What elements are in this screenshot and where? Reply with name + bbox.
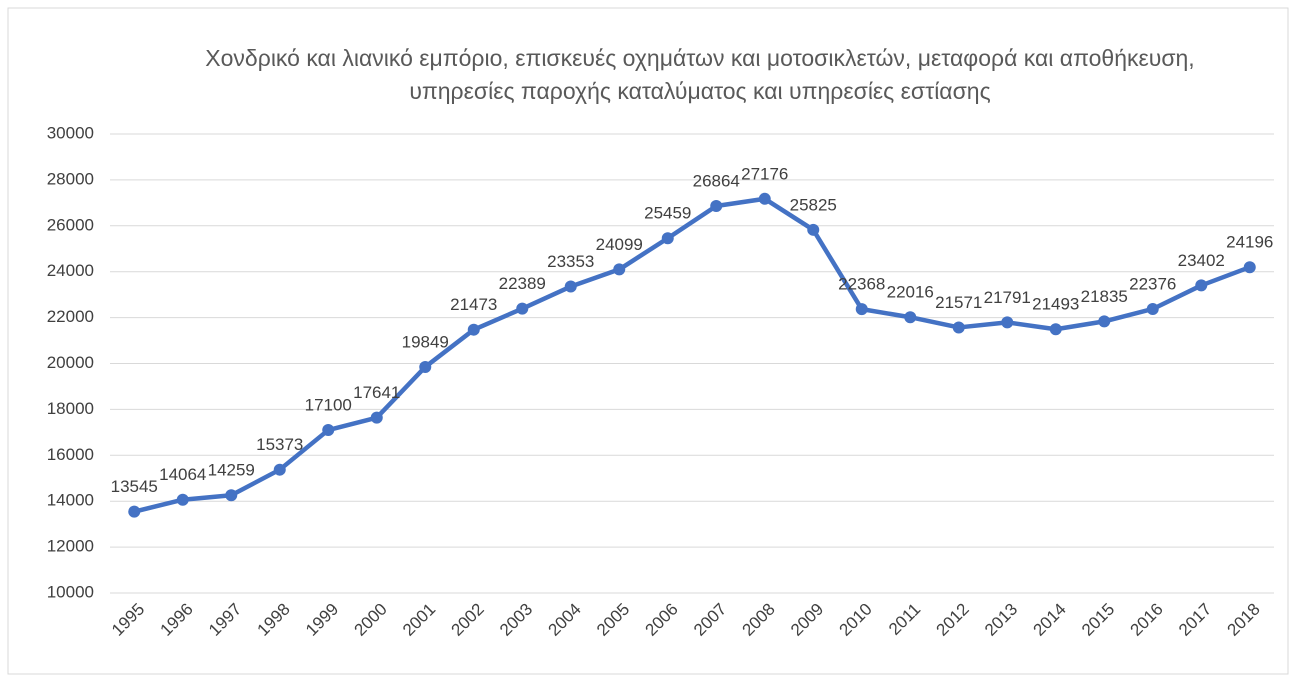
x-tick-label: 2013 [981,600,1021,640]
marker [128,505,141,518]
marker [322,424,335,437]
marker [1049,323,1062,336]
data-label: 13545 [111,477,158,496]
x-tick-label: 2006 [642,600,682,640]
marker [273,463,286,476]
marker [225,489,238,502]
x-tick-label: 1999 [302,600,342,640]
x-tick-label: 2003 [496,600,536,640]
data-label: 23353 [547,252,594,271]
x-tick-label: 2014 [1030,600,1070,640]
x-tick-label: 1997 [205,600,245,640]
data-label: 22376 [1129,274,1176,293]
x-tick-label: 2004 [545,600,585,640]
y-tick-label: 28000 [47,169,94,188]
data-label: 21791 [984,288,1031,307]
x-tick-label: 2011 [885,600,924,639]
data-label: 22368 [838,275,885,294]
data-label: 22016 [887,283,934,302]
x-tick-label: 2015 [1078,600,1118,640]
y-tick-label: 26000 [47,215,94,234]
data-label: 25825 [790,195,837,214]
x-tick-label: 2010 [836,600,876,640]
data-label: 26864 [693,171,740,190]
data-label: 17641 [353,383,400,402]
chart-title: Χονδρικό και λιανικό εμπόριο, επισκευές … [205,45,1195,104]
marker [1098,315,1111,328]
data-label: 21473 [450,295,497,314]
x-tick-label: 2017 [1175,600,1215,640]
marker [904,311,917,324]
x-tick-label: 2002 [448,600,488,640]
data-label: 14259 [208,461,255,480]
marker [1146,302,1159,315]
y-tick-label: 30000 [47,123,94,142]
marker [1195,279,1208,292]
x-tick-label: 2008 [739,600,779,640]
marker [467,323,480,336]
marker [855,303,868,316]
data-label: 23402 [1178,251,1225,270]
y-tick-label: 24000 [47,261,94,280]
marker [1001,316,1014,329]
y-tick-label: 12000 [47,537,94,556]
y-tick-label: 20000 [47,353,94,372]
data-label: 25459 [644,204,691,223]
x-tick-label: 2018 [1224,600,1264,640]
marker [564,280,577,293]
data-label: 17100 [305,396,352,415]
marker [419,360,432,373]
data-label: 14064 [159,465,206,484]
marker [516,302,529,315]
marker [758,192,771,205]
data-label: 21493 [1032,295,1079,314]
marker [710,199,723,212]
data-label: 24196 [1226,233,1273,252]
y-tick-label: 18000 [47,399,94,418]
y-tick-label: 14000 [47,491,94,510]
series-line [133,196,1251,514]
x-tick-label: 2012 [933,600,973,640]
marker [176,493,189,506]
x-tick-label: 2009 [787,600,827,640]
data-label: 22389 [499,274,546,293]
x-tick-label: 2007 [690,600,730,640]
x-tick-label: 1998 [254,600,294,640]
x-tick-label: 2000 [351,600,391,640]
data-label: 21571 [935,293,982,312]
marker [370,411,383,424]
marker [661,232,674,245]
x-tick-label: 2001 [399,600,439,640]
data-label: 24099 [596,235,643,254]
data-label: 19849 [402,332,449,351]
data-label: 21835 [1081,287,1128,306]
y-tick-label: 16000 [47,445,94,464]
x-tick-label: 1995 [108,600,148,640]
marker [952,321,965,334]
data-label: 27176 [741,164,788,183]
chart-border [7,7,1289,675]
y-tick-label: 10000 [47,582,94,601]
data-label: 15373 [256,435,303,454]
marker [1243,261,1256,274]
y-tick-label: 22000 [47,307,94,326]
marker [613,263,626,276]
x-tick-label: 2016 [1127,600,1167,640]
x-tick-label: 2005 [593,600,633,640]
x-tick-label: 1996 [157,600,197,640]
marker [807,223,820,236]
